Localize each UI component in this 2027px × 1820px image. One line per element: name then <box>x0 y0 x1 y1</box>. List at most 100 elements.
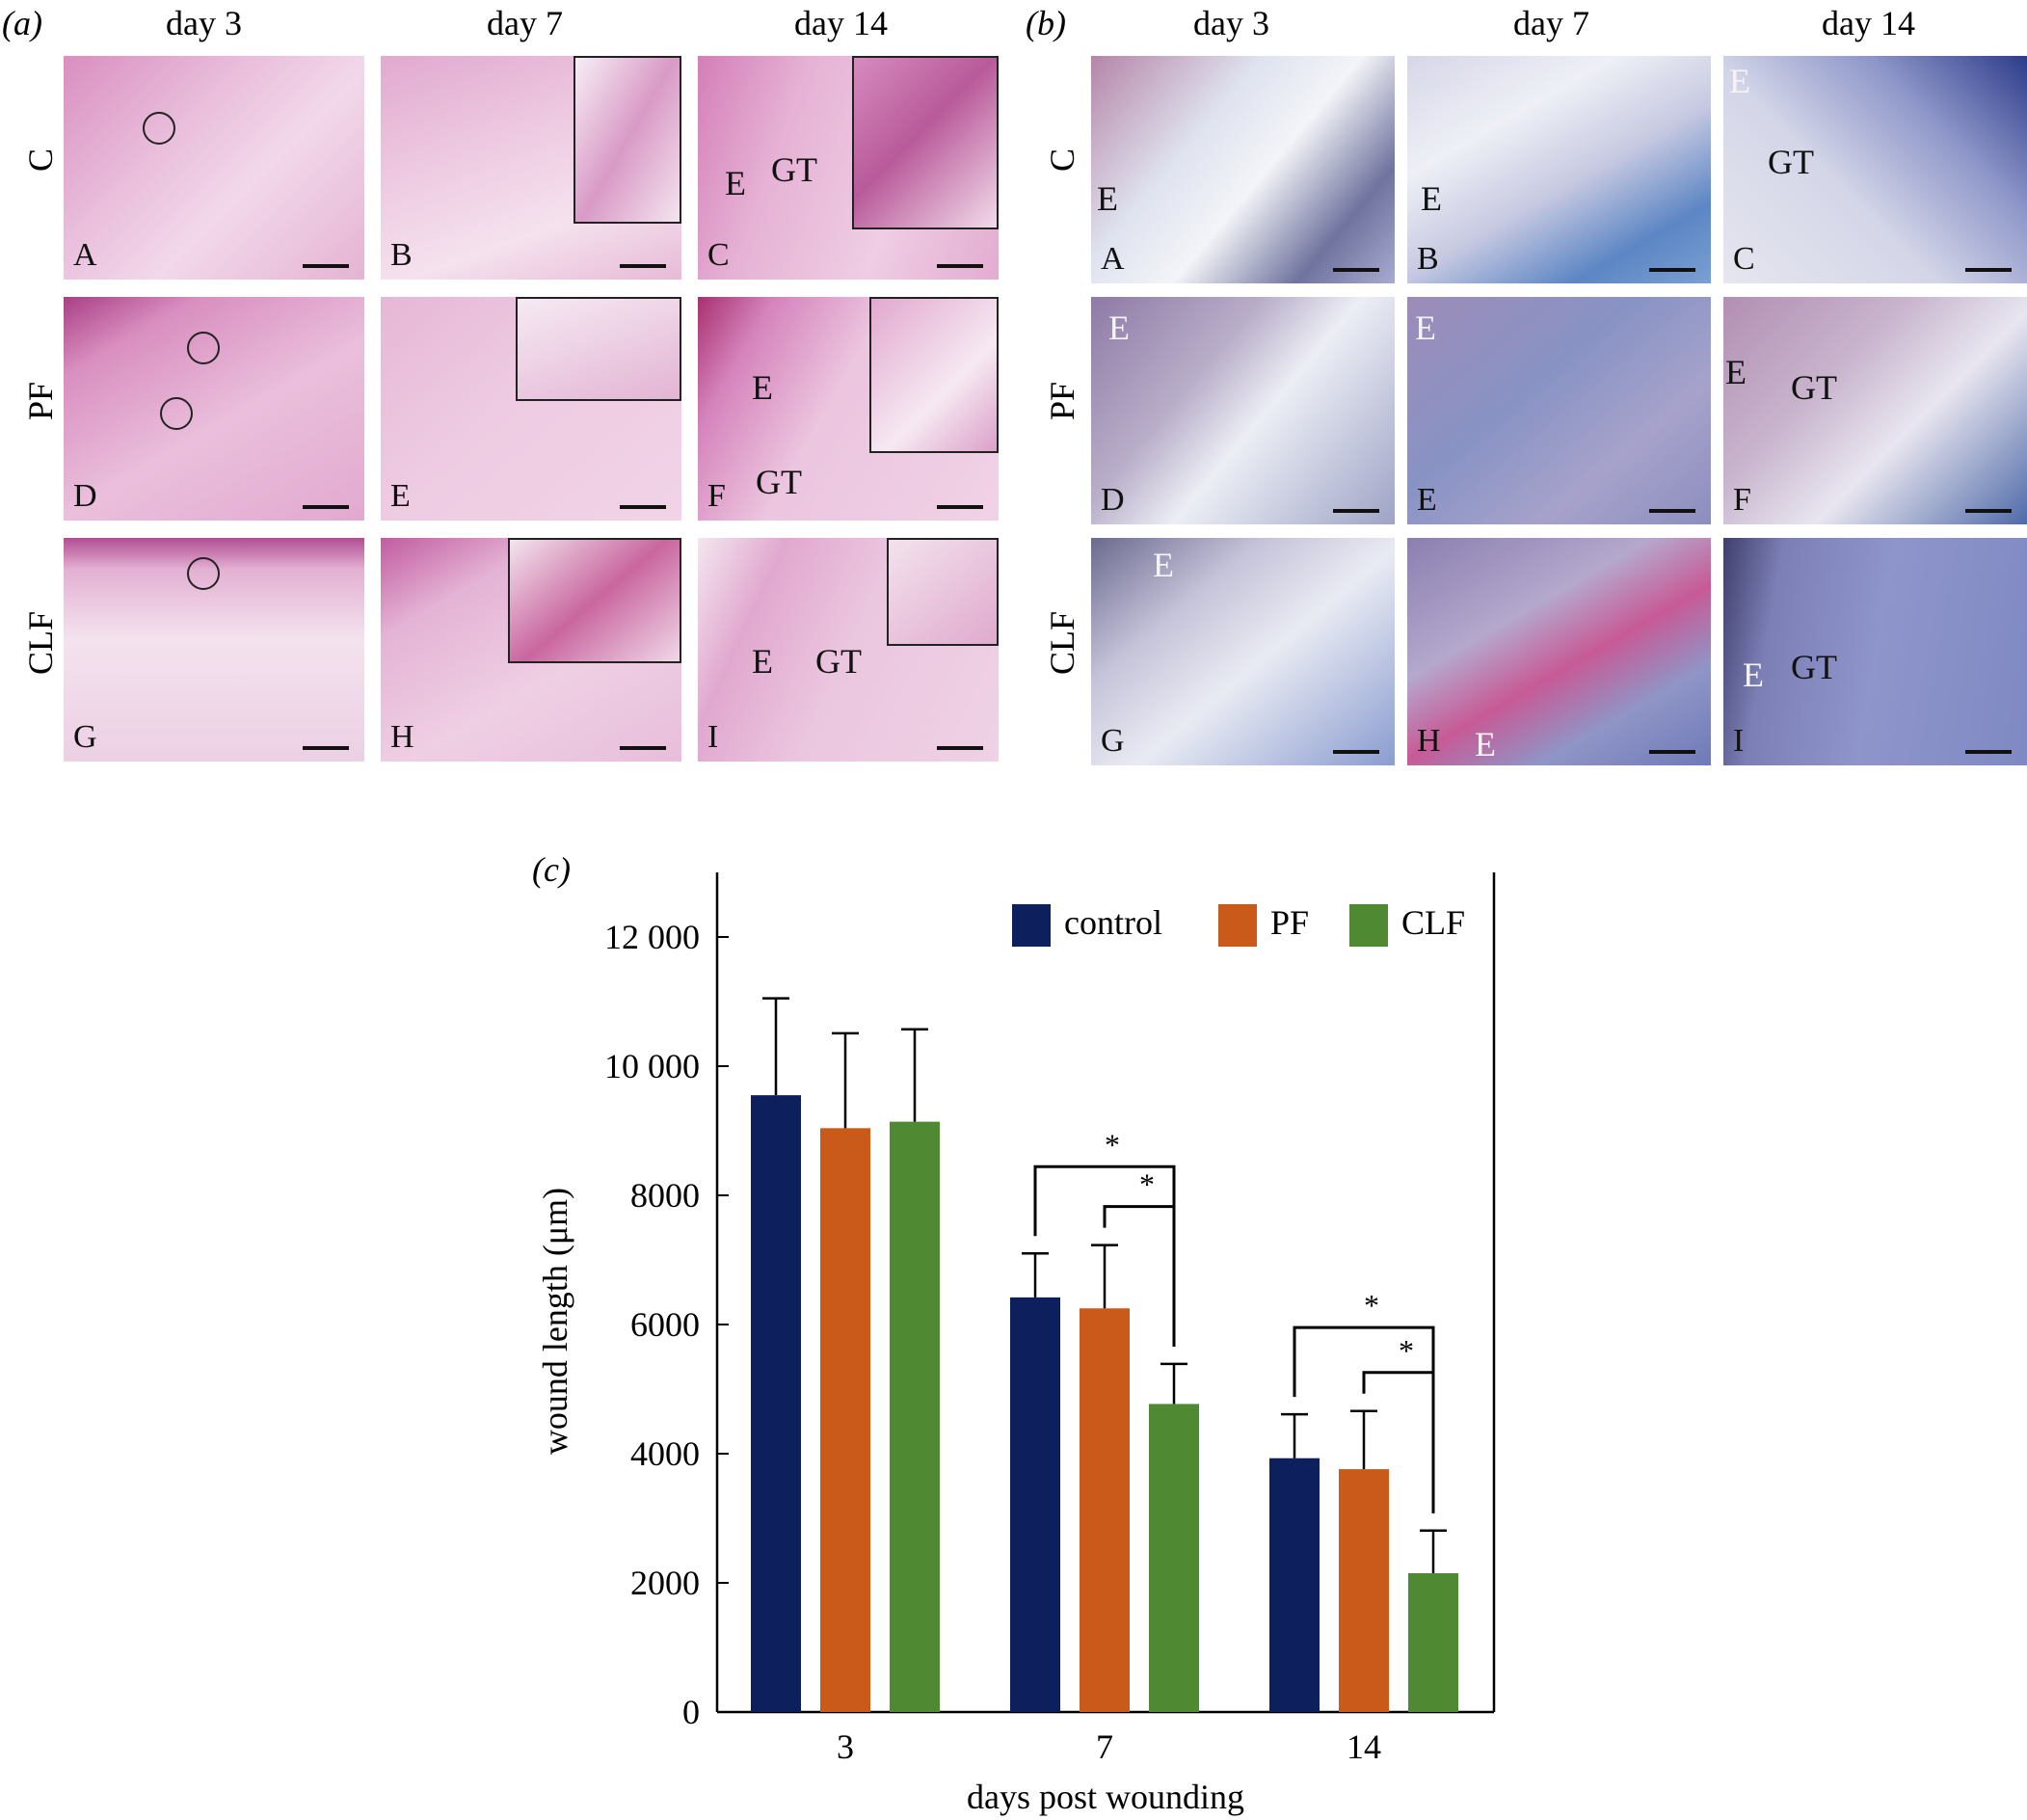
panel-b-tile-A: E A <box>1091 56 1395 283</box>
scale-bar <box>1333 509 1379 513</box>
y-tick-label: 2000 <box>630 1564 700 1602</box>
bar-pf-day7 <box>1080 1308 1130 1712</box>
tile-corner-letter: E <box>390 478 411 514</box>
chart-layer: 0 2000 4000 6000 8000 10 000 12 000 3 7 14 * * * * con… <box>536 872 1496 1816</box>
significance-star: * <box>1139 1167 1155 1202</box>
bar-clf-day3 <box>890 1121 940 1712</box>
x-axis-label: days post wounding <box>967 1778 1244 1816</box>
panel-a-tile-G: G <box>64 538 364 762</box>
annotation-label: E <box>752 642 773 681</box>
annotation-label: E <box>1097 179 1118 218</box>
scale-bar <box>1649 750 1695 754</box>
tile-corner-letter: A <box>73 237 97 273</box>
scale-bar <box>303 746 349 750</box>
zoom-inset <box>573 56 681 224</box>
bar-control-day7 <box>1010 1297 1060 1712</box>
panel-a-tile-D: D <box>64 297 364 521</box>
y-tick-label: 4000 <box>630 1434 700 1473</box>
circle-marker <box>187 332 220 364</box>
circle-marker <box>187 557 220 590</box>
bar-clf-day14 <box>1408 1572 1458 1712</box>
panel-b-tile-G: E G <box>1091 538 1395 765</box>
scale-bar <box>1965 268 2012 272</box>
scale-bar <box>937 505 983 509</box>
zoom-inset <box>887 538 999 646</box>
annotation-label: E <box>725 164 746 202</box>
annotation-label: E <box>1475 725 1496 763</box>
tile-corner-letter: F <box>707 478 726 514</box>
panel-b-letter: (b) <box>1026 4 1066 42</box>
panel-a-tile-H: H <box>381 538 681 762</box>
tile-corner-letter: A <box>1101 241 1125 277</box>
annotation-label: E <box>1153 546 1174 584</box>
panel-a-tile-A: A <box>64 56 364 280</box>
panel-a-col-header-day14: day 14 <box>794 4 888 42</box>
panel-a-tile-I: E GT I <box>698 538 999 762</box>
tile-corner-letter: F <box>1733 482 1751 518</box>
zoom-inset <box>508 538 681 663</box>
y-tick-label: 10 000 <box>604 1047 700 1085</box>
legend-label-clf: CLF <box>1401 903 1465 942</box>
significance-bracket <box>1103 1205 1176 1347</box>
scale-bar <box>1333 750 1379 754</box>
panel-b-tile-F: E GT F <box>1723 297 2027 524</box>
y-axis-label: wound length (μm) <box>536 1188 574 1455</box>
tile-corner-letter: C <box>1733 241 1755 277</box>
y-tick-label: 6000 <box>630 1305 700 1344</box>
legend-swatch-control <box>1012 904 1051 947</box>
panel-a-tile-E: E <box>381 297 681 521</box>
annotation-label: E <box>1415 308 1436 347</box>
scale-bar <box>620 746 666 750</box>
panel-b-col-header-day3: day 3 <box>1193 4 1269 42</box>
scale-bar <box>1649 509 1695 513</box>
panel-a-col-header-day7: day 7 <box>487 4 563 42</box>
annotation-label: E <box>752 368 773 407</box>
panel-b-tile-D: E D <box>1091 297 1395 524</box>
annotation-label: E <box>1725 353 1747 391</box>
panel-b-col-header-day14: day 14 <box>1822 4 1915 42</box>
tile-corner-letter: E <box>1417 482 1437 518</box>
tile-corner-letter: B <box>1417 241 1439 277</box>
panel-a-tile-C: E GT C <box>698 56 999 280</box>
tile-corner-letter: H <box>1417 723 1441 759</box>
scale-bar <box>937 746 983 750</box>
tile-corner-letter: I <box>1733 723 1745 759</box>
annotation-label: E <box>1108 308 1130 347</box>
bar-control-day14 <box>1269 1458 1320 1712</box>
y-tick-label: 8000 <box>630 1176 700 1215</box>
legend-label-control: control <box>1064 903 1162 942</box>
annotation-label: E <box>1729 62 1750 100</box>
tile-corner-letter: G <box>73 719 97 755</box>
zoom-inset <box>852 56 999 229</box>
x-tick-label: 3 <box>837 1727 854 1766</box>
annotation-label: E <box>1743 656 1764 694</box>
scale-bar <box>303 264 349 268</box>
tile-corner-letter: I <box>707 719 719 755</box>
annotation-label: GT <box>1768 143 1814 181</box>
panel-b-tile-E: E E <box>1407 297 1711 524</box>
tile-corner-letter: B <box>390 237 413 273</box>
tile-corner-letter: G <box>1101 723 1125 759</box>
y-tick-label: 0 <box>682 1693 700 1731</box>
scale-bar <box>303 505 349 509</box>
panel-b-tile-H: E H <box>1407 538 1711 765</box>
circle-marker <box>143 112 175 145</box>
legend-label-pf: PF <box>1270 903 1309 942</box>
x-tick-label: 7 <box>1096 1727 1113 1766</box>
scale-bar <box>1649 268 1695 272</box>
scale-bar <box>1965 750 2012 754</box>
scale-bar <box>620 505 666 509</box>
significance-star: * <box>1364 1288 1379 1323</box>
panel-a-tile-F: E GT F <box>698 297 999 521</box>
panel-c-letter: (c) <box>532 850 571 889</box>
annotation-label: GT <box>815 642 862 681</box>
zoom-inset <box>516 297 681 401</box>
circle-marker <box>160 397 193 430</box>
significance-star: * <box>1105 1127 1120 1162</box>
tile-corner-letter: H <box>390 719 414 755</box>
panel-b-tile-C: E GT C <box>1723 56 2027 283</box>
annotation-label: GT <box>1791 648 1837 686</box>
panel-a-tile-B: B <box>381 56 681 280</box>
annotation-label: GT <box>771 150 817 189</box>
